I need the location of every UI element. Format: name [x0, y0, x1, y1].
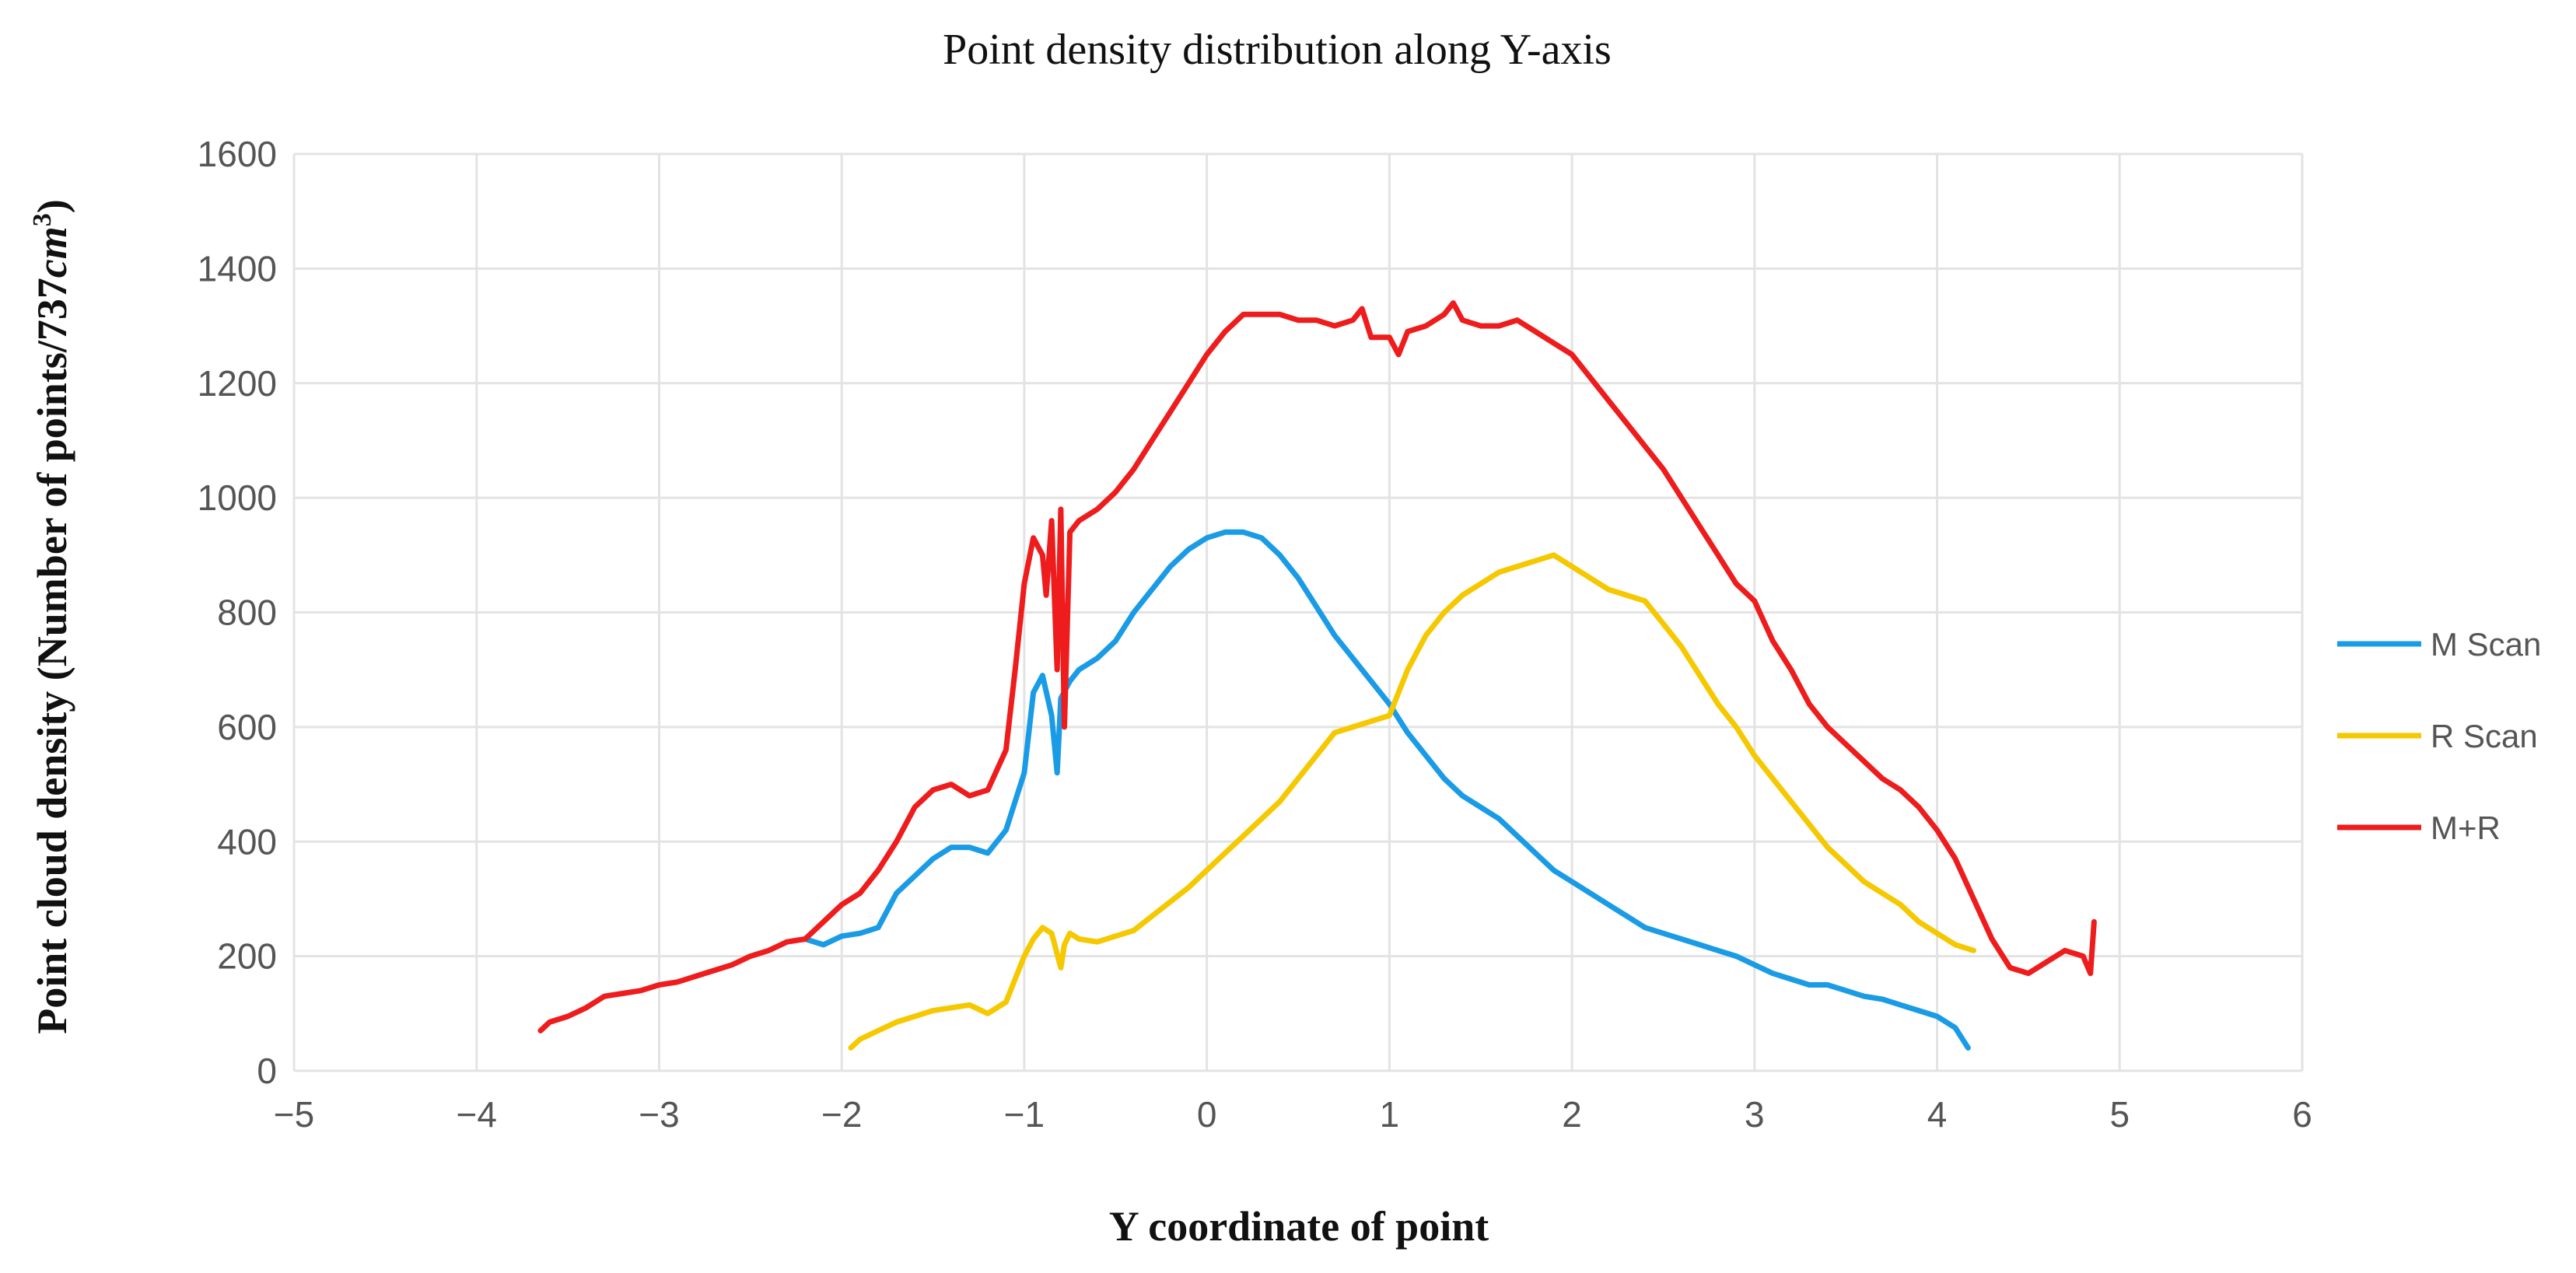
series-line-m-r — [537, 300, 2097, 1033]
series-line-r-scan — [848, 552, 1976, 1051]
y-axis-title-close: ) — [29, 199, 75, 213]
x-tick-label: 6 — [2292, 1094, 2312, 1135]
x-tick-label: −5 — [274, 1094, 314, 1135]
y-axis-ticks: 0 200 400 600 800 1000 1200 1400 1600 — [198, 134, 277, 1091]
x-axis-ticks: −5 −4 −3 −2 −1 0 1 2 3 4 5 6 — [274, 1094, 2312, 1135]
y-axis-title: Point cloud density (Number of points/73… — [28, 199, 75, 1034]
y-tick-label: 600 — [217, 707, 277, 747]
y-tick-label: 1000 — [198, 477, 277, 518]
grid — [292, 152, 2304, 1072]
series-line-m-scan — [802, 529, 1971, 1051]
y-tick-label: 1200 — [198, 363, 277, 404]
x-tick-label: 2 — [1562, 1094, 1582, 1135]
y-tick-label: 800 — [217, 593, 277, 633]
x-axis-title: Y coordinate of point — [1109, 1203, 1489, 1250]
legend-item-m-scan: M Scan — [2337, 626, 2541, 663]
legend-item-r-scan: R Scan — [2337, 718, 2538, 754]
y-tick-label: 0 — [257, 1051, 277, 1091]
x-tick-label: −2 — [821, 1094, 862, 1135]
series-lines — [537, 300, 2097, 1051]
legend-label: M+R — [2431, 810, 2501, 846]
x-tick-label: 3 — [1745, 1094, 1765, 1135]
legend: M Scan R Scan M+R — [2337, 626, 2541, 846]
y-tick-label: 400 — [217, 821, 277, 862]
y-axis-title-exponent: 3 — [28, 213, 57, 226]
x-tick-label: 4 — [1927, 1094, 1948, 1135]
x-tick-label: 5 — [2109, 1094, 2130, 1135]
legend-label: R Scan — [2431, 718, 2538, 754]
legend-label: M Scan — [2431, 626, 2541, 663]
chart-title: Point density distribution along Y-axis — [943, 26, 1612, 74]
x-tick-label: −4 — [457, 1094, 497, 1135]
x-tick-label: −1 — [1004, 1094, 1045, 1135]
legend-item-m-r: M+R — [2337, 810, 2501, 846]
y-tick-label: 1400 — [198, 248, 277, 289]
y-axis-title-unit: cm — [29, 226, 75, 278]
x-tick-label: 0 — [1197, 1094, 1217, 1135]
y-tick-label: 200 — [217, 936, 277, 977]
x-tick-label: 1 — [1380, 1094, 1400, 1135]
y-tick-label: 1600 — [198, 134, 277, 174]
y-axis-title-main: Point cloud density (Number of points/73… — [29, 278, 75, 1034]
x-tick-label: −3 — [639, 1094, 679, 1135]
